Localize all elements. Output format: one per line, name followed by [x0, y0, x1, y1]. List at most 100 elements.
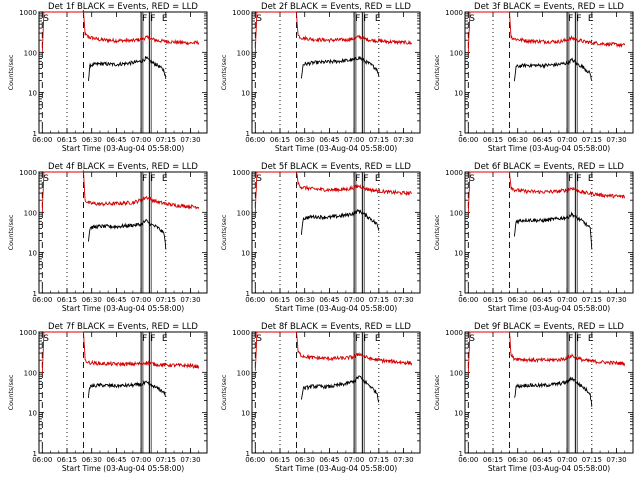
y-axis-label: Counts/sec [220, 214, 228, 250]
chart-title: Det 3f BLACK = Events, RED = LLD [474, 2, 624, 12]
series-line-events [87, 56, 167, 81]
plot-frame [464, 171, 634, 294]
y-tick-label: 10 [28, 90, 37, 98]
event-marker-label: S [256, 174, 262, 184]
event-marker-label: E [162, 334, 168, 344]
x-tick-label: 06:45 [319, 456, 339, 464]
series-line-lld [467, 171, 626, 214]
chart-title: Det 5f BLACK = Events, RED = LLD [261, 162, 411, 172]
y-tick-label: 100 [237, 369, 250, 377]
x-tick-label: 06:45 [532, 456, 552, 464]
x-tick-label: 07:00 [131, 136, 151, 144]
plot-frame [251, 331, 421, 454]
x-tick-label: 07:15 [156, 296, 176, 304]
event-marker-label: S [256, 14, 262, 24]
plot-frame [38, 11, 208, 134]
y-tick-label: 10 [454, 90, 463, 98]
plot-frame [464, 331, 634, 454]
event-marker-label: F [576, 14, 581, 24]
x-tick-label: 07:30 [606, 456, 626, 464]
chart-panel-9: Det 9f BLACK = Events, RED = LLD 1 10 100 10… [433, 322, 634, 473]
x-tick-label: 06:30 [295, 456, 315, 464]
chart-panel-7: Det 7f BLACK = Events, RED = LLD 1 10 100 10… [7, 322, 208, 473]
x-tick-label: 07:15 [156, 136, 176, 144]
x-tick-label: 07:00 [131, 456, 151, 464]
x-tick-label: 06:45 [532, 136, 552, 144]
y-tick-label: 1 [33, 290, 37, 298]
chart-panel-5: Det 5f BLACK = Events, RED = LLD 1 10 100 10… [220, 162, 421, 313]
x-tick-label: 06:00 [458, 456, 478, 464]
event-marker-label: S [43, 14, 49, 24]
event-marker-label: F [142, 14, 147, 24]
x-tick-label: 06:15 [483, 136, 503, 144]
y-tick-label: 100 [450, 49, 463, 57]
x-axis-label: Start Time (03-Aug-04 05:58:00) [488, 464, 610, 473]
event-marker-label: E [588, 334, 594, 344]
event-marker-label: E [162, 14, 168, 24]
plot-frame [38, 331, 208, 454]
event-marker-label: F [576, 334, 581, 344]
x-tick-label: 07:15 [582, 296, 602, 304]
y-tick-label: 100 [237, 49, 250, 57]
x-axis-label: Start Time (03-Aug-04 05:58:00) [62, 304, 184, 313]
x-tick-label: 06:15 [270, 456, 290, 464]
y-tick-label: 10 [241, 90, 250, 98]
x-axis-label: Start Time (03-Aug-04 05:58:00) [275, 464, 397, 473]
y-tick-label: 100 [237, 209, 250, 217]
chart-title: Det 4f BLACK = Events, RED = LLD [48, 162, 198, 172]
y-tick-label: 1 [459, 130, 463, 138]
x-tick-label: 07:30 [180, 296, 200, 304]
event-marker-label: F [568, 174, 573, 184]
series-line-lld [41, 331, 200, 374]
x-tick-label: 06:45 [106, 456, 126, 464]
event-marker-label: F [142, 174, 147, 184]
x-tick-label: 07:30 [180, 456, 200, 464]
x-axis-label: Start Time (03-Aug-04 05:58:00) [488, 144, 610, 153]
event-marker-label: E [588, 14, 594, 24]
event-marker-label: S [469, 14, 475, 24]
x-tick-label: 07:30 [606, 136, 626, 144]
x-tick-label: 07:30 [393, 456, 413, 464]
x-tick-label: 06:30 [508, 296, 528, 304]
y-tick-label: 10 [454, 250, 463, 258]
x-tick-label: 06:15 [483, 456, 503, 464]
event-marker-label: F [150, 334, 155, 344]
y-tick-label: 1 [459, 450, 463, 458]
y-axis-label: Counts/sec [7, 374, 15, 410]
series-line-events [300, 208, 380, 235]
chart-title: Det 8f BLACK = Events, RED = LLD [261, 322, 411, 332]
event-marker-label: E [375, 14, 381, 24]
y-tick-label: 1000 [232, 9, 250, 17]
event-marker-label: E [588, 174, 594, 184]
x-axis-label: Start Time (03-Aug-04 05:58:00) [275, 144, 397, 153]
chart-panel-4: Det 4f BLACK = Events, RED = LLD 1 10 100 10… [7, 162, 208, 313]
series-line-events [300, 375, 380, 403]
x-axis-label: Start Time (03-Aug-04 05:58:00) [62, 144, 184, 153]
chart-panel-2: Det 2f BLACK = Events, RED = LLD 1 10 100 10… [220, 2, 421, 153]
event-marker-label: F [355, 174, 360, 184]
y-tick-label: 1 [459, 290, 463, 298]
x-tick-label: 07:15 [369, 136, 389, 144]
plot-frame [464, 11, 634, 134]
y-axis-label: Counts/sec [433, 374, 441, 410]
series-line-events [513, 57, 593, 82]
x-tick-label: 06:00 [32, 456, 52, 464]
x-tick-label: 06:15 [57, 136, 77, 144]
series-line-lld [41, 169, 200, 213]
x-tick-label: 07:15 [369, 296, 389, 304]
x-tick-label: 06:45 [319, 296, 339, 304]
x-tick-label: 06:45 [319, 136, 339, 144]
x-tick-label: 06:15 [57, 456, 77, 464]
x-tick-label: 06:30 [295, 136, 315, 144]
event-marker-label: F [576, 174, 581, 184]
event-marker-label: F [568, 14, 573, 24]
x-axis-label: Start Time (03-Aug-04 05:58:00) [275, 304, 397, 313]
y-tick-label: 10 [241, 410, 250, 418]
chart-title: Det 9f BLACK = Events, RED = LLD [474, 322, 624, 332]
y-tick-label: 1000 [19, 329, 37, 337]
event-marker-label: F [363, 14, 368, 24]
event-marker-label: F [363, 174, 368, 184]
x-tick-label: 06:30 [82, 136, 102, 144]
series-line-lld [254, 171, 412, 213]
